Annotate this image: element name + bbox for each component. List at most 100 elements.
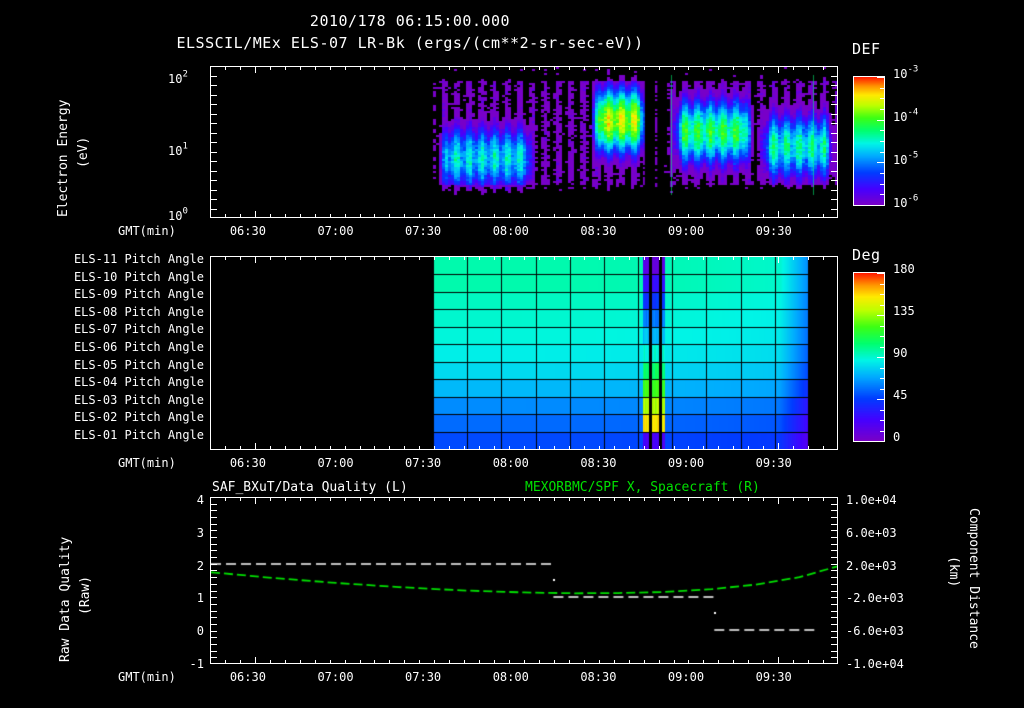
pitch-row-label: ELS-09 Pitch Angle bbox=[73, 287, 204, 302]
pitch-angle-plot[interactable] bbox=[210, 256, 838, 450]
pitch-row-label: ELS-02 Pitch Angle bbox=[73, 410, 204, 425]
bottom-ytick-right-label: 1.0e+04 bbox=[846, 493, 897, 507]
page-title: 2010/178 06:15:00.000 bbox=[309, 12, 511, 30]
deg-colorbar-title: Deg bbox=[852, 246, 881, 264]
bottom-title-left: SAF_BXuT/Data Quality (L) bbox=[212, 480, 408, 495]
colorbar-tick bbox=[880, 368, 884, 369]
energy-ylabel-line1: Electron Energy bbox=[56, 99, 71, 217]
energy-ytick-10: 101 bbox=[168, 140, 188, 159]
colorbar-tick bbox=[880, 420, 884, 421]
colorbar-tick bbox=[880, 284, 884, 285]
bottom-ytick-left-label: 0 bbox=[196, 624, 204, 639]
energy-ylabel-line2: (eV) bbox=[76, 136, 91, 168]
colorbar-tick bbox=[877, 441, 884, 442]
pitch-row-label: ELS-01 Pitch Angle bbox=[73, 428, 204, 442]
def-colorbar-title: DEF bbox=[852, 40, 881, 58]
xtick-label: 07:30 bbox=[405, 456, 442, 470]
colorbar-tick bbox=[877, 205, 884, 206]
deg-colorbar bbox=[853, 272, 885, 442]
xtick-label: 06:30 bbox=[229, 224, 266, 238]
bottom-ytick-left-label: 4 bbox=[196, 493, 204, 507]
energy-ytick-1-mantissa: 10 bbox=[168, 209, 183, 223]
bottom-ytick-left-labels: 4 3 2 1 0 -1 bbox=[160, 493, 204, 673]
colorbar-tick bbox=[877, 357, 884, 358]
colorbar-tick bbox=[880, 336, 884, 337]
colorbar-tick bbox=[880, 141, 884, 142]
bottom-ytick-right-label: 6.0e+03 bbox=[846, 525, 897, 540]
bottom-ytick-right-labels: 1.0e+04 6.0e+03 2.0e+03 -2.0e+03 -6.0e+03 -1.… bbox=[846, 493, 936, 673]
bottom-xtick-labels: 06:30 07:00 07:30 08:00 08:30 09:00 09:30 bbox=[210, 670, 838, 686]
energy-spectrogram-plot[interactable] bbox=[210, 66, 838, 218]
colorbar-tick bbox=[877, 273, 884, 274]
deg-colorbar-tick-label: 45 bbox=[893, 388, 908, 402]
energy-ytick-1-exp: 0 bbox=[182, 206, 188, 217]
pitch-xtick-labels: 06:30 07:00 07:30 08:00 08:30 09:00 09:30 bbox=[210, 456, 838, 472]
pitch-xaxis-label: GMT(min) bbox=[118, 456, 176, 470]
bottom-title-right: MEXORBMC/SPF X, Spacecraft (R) bbox=[525, 480, 760, 495]
bottom-ytick-left-label: 3 bbox=[196, 525, 204, 540]
def-tick-1e-6-exp: -6 bbox=[907, 193, 919, 204]
colorbar-tick bbox=[880, 326, 884, 327]
def-tick-1e-5-exp: -5 bbox=[907, 150, 919, 161]
def-tick-1e-6: 10-6 bbox=[893, 192, 918, 211]
bottom-ylabel-right-line1: Component Distance bbox=[966, 508, 981, 649]
pitch-row-label: ELS-06 Pitch Angle bbox=[73, 340, 204, 354]
colorbar-tick bbox=[880, 194, 884, 195]
energy-ytick-100: 102 bbox=[168, 68, 188, 87]
def-tick-1e-3-exp: -3 bbox=[907, 64, 919, 75]
colorbar-tick bbox=[880, 109, 884, 110]
colorbar-tick bbox=[880, 389, 884, 390]
xtick-label: 06:30 bbox=[229, 456, 266, 470]
energy-xtick-labels: 06:30 07:00 07:30 08:00 08:30 09:00 09:30 bbox=[210, 224, 838, 240]
colorbar-tick bbox=[880, 294, 884, 295]
colorbar-tick bbox=[880, 152, 884, 153]
xtick-label: 08:30 bbox=[580, 224, 617, 238]
colorbar-tick bbox=[880, 305, 884, 306]
deg-colorbar-tick-label: 90 bbox=[893, 346, 908, 360]
def-colorbar bbox=[853, 76, 885, 206]
xtick-label: 08:00 bbox=[492, 456, 529, 470]
xtick-label: 08:00 bbox=[492, 224, 529, 238]
page-subtitle: ELSSCIL/MEx ELS-07 LR-Bk (ergs/(cm**2-sr… bbox=[176, 34, 644, 52]
def-tick-1e-6-mantissa: 10 bbox=[893, 196, 908, 210]
colorbar-tick bbox=[880, 98, 884, 99]
bottom-ytick-right-label: -6.0e+03 bbox=[846, 624, 904, 639]
bottom-ytick-left-label: 1 bbox=[196, 591, 204, 606]
xtick-label: 07:30 bbox=[405, 224, 442, 238]
bottom-ytick-right-label: 2.0e+03 bbox=[846, 558, 897, 573]
bottom-ylabel-right-line2: (km) bbox=[946, 556, 961, 588]
xtick-label: 06:30 bbox=[229, 670, 266, 684]
colorbar-tick bbox=[880, 88, 884, 89]
colorbar-tick bbox=[880, 173, 884, 174]
colorbar-tick bbox=[877, 162, 884, 163]
bottom-ytick-left-label: -1 bbox=[189, 657, 204, 671]
deg-colorbar-ticks bbox=[853, 272, 885, 442]
def-tick-1e-4-mantissa: 10 bbox=[893, 110, 908, 124]
pitch-row-label: ELS-11 Pitch Angle bbox=[73, 252, 204, 266]
xtick-label: 07:30 bbox=[405, 670, 442, 684]
def-tick-1e-4: 10-4 bbox=[893, 106, 918, 125]
xtick-label: 09:00 bbox=[667, 224, 705, 238]
bottom-ytick-right-label: -1.0e+04 bbox=[846, 657, 904, 671]
xtick-label: 09:00 bbox=[667, 456, 705, 470]
pitch-row-label: ELS-05 Pitch Angle bbox=[73, 357, 204, 372]
bottom-ylabel-left-line2: (Raw) bbox=[78, 575, 93, 615]
energy-ytick-100-exp: 2 bbox=[182, 69, 188, 80]
bottom-ylabel-left-line1: Raw Data Quality bbox=[58, 536, 73, 662]
energy-ytick-100-mantissa: 10 bbox=[168, 72, 183, 86]
colorbar-tick bbox=[880, 184, 884, 185]
def-tick-1e-5-mantissa: 10 bbox=[893, 153, 908, 167]
deg-colorbar-tick-label: 0 bbox=[893, 430, 901, 444]
bottom-ytick-right-label: -2.0e+03 bbox=[846, 591, 904, 606]
colorbar-tick bbox=[880, 410, 884, 411]
energy-ytick-1: 100 bbox=[168, 205, 188, 224]
data-quality-plot[interactable] bbox=[210, 497, 838, 664]
colorbar-tick bbox=[877, 315, 884, 316]
xtick-label: 09:30 bbox=[755, 456, 792, 470]
xtick-label: 07:00 bbox=[317, 456, 354, 470]
colorbar-tick bbox=[880, 347, 884, 348]
xtick-label: 07:00 bbox=[317, 224, 354, 238]
def-tick-1e-3-mantissa: 10 bbox=[893, 67, 908, 81]
colorbar-tick bbox=[877, 77, 884, 78]
def-tick-1e-3: 10-3 bbox=[893, 63, 918, 82]
